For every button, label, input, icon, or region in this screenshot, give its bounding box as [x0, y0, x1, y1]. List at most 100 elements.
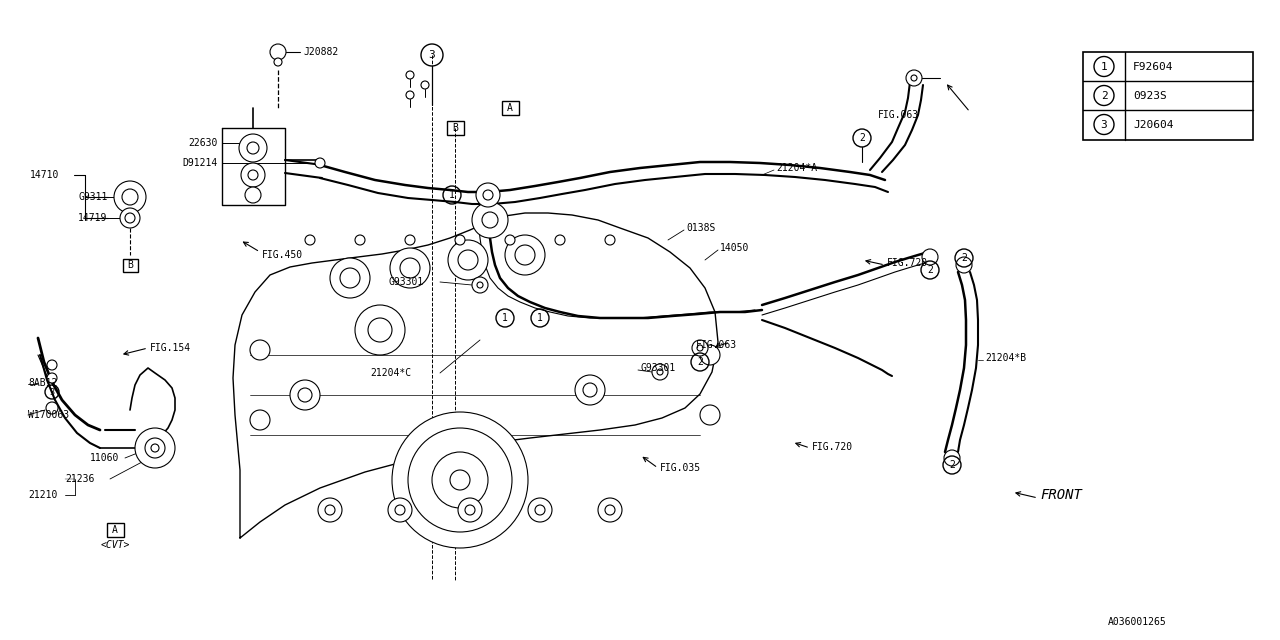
Circle shape — [433, 452, 488, 508]
Circle shape — [315, 158, 325, 168]
Circle shape — [698, 345, 703, 351]
Circle shape — [465, 505, 475, 515]
Text: 14710: 14710 — [29, 170, 59, 180]
Circle shape — [239, 134, 268, 162]
Text: A: A — [113, 525, 118, 535]
Text: 3: 3 — [429, 50, 435, 60]
Circle shape — [652, 364, 668, 380]
Circle shape — [700, 405, 721, 425]
Circle shape — [244, 187, 261, 203]
Text: 1: 1 — [538, 313, 543, 323]
Circle shape — [458, 250, 477, 270]
Text: 2: 2 — [1101, 90, 1107, 100]
Text: FRONT: FRONT — [1039, 488, 1082, 502]
Circle shape — [274, 58, 282, 66]
Bar — [1083, 52, 1253, 140]
Circle shape — [241, 163, 265, 187]
Text: FIG.063: FIG.063 — [696, 340, 737, 350]
Text: 21236: 21236 — [65, 474, 95, 484]
Text: FIG.450: FIG.450 — [262, 250, 303, 260]
Circle shape — [598, 498, 622, 522]
Circle shape — [401, 258, 420, 278]
Circle shape — [472, 277, 488, 293]
Circle shape — [47, 373, 58, 383]
Circle shape — [46, 402, 58, 414]
Circle shape — [483, 212, 498, 228]
Bar — [106, 523, 123, 537]
Bar — [447, 121, 463, 135]
Circle shape — [134, 428, 175, 468]
Text: A036001265: A036001265 — [1108, 617, 1167, 627]
Circle shape — [451, 470, 470, 490]
Circle shape — [406, 71, 413, 79]
Circle shape — [250, 410, 270, 430]
Circle shape — [922, 249, 938, 265]
Text: F92604: F92604 — [1133, 61, 1174, 72]
Circle shape — [657, 369, 663, 375]
Circle shape — [114, 181, 146, 213]
Circle shape — [906, 70, 922, 86]
Text: G93301: G93301 — [388, 277, 424, 287]
Text: G9311: G9311 — [78, 192, 108, 202]
Circle shape — [305, 235, 315, 245]
Circle shape — [535, 505, 545, 515]
Circle shape — [458, 498, 483, 522]
Circle shape — [472, 202, 508, 238]
Text: FIG.063: FIG.063 — [878, 110, 919, 120]
Circle shape — [582, 383, 596, 397]
Bar — [502, 101, 518, 115]
Circle shape — [317, 498, 342, 522]
Circle shape — [388, 498, 412, 522]
Circle shape — [291, 380, 320, 410]
Circle shape — [355, 305, 404, 355]
Text: W170063: W170063 — [28, 410, 69, 420]
Circle shape — [47, 360, 58, 370]
Text: 3: 3 — [50, 387, 55, 397]
Circle shape — [247, 142, 259, 154]
Circle shape — [515, 245, 535, 265]
Circle shape — [298, 388, 312, 402]
Bar — [123, 259, 137, 271]
Text: 0138S: 0138S — [686, 223, 716, 233]
Circle shape — [248, 170, 259, 180]
Circle shape — [529, 498, 552, 522]
Text: 2: 2 — [927, 265, 933, 275]
Circle shape — [396, 505, 404, 515]
Circle shape — [406, 91, 413, 99]
Text: J20882: J20882 — [303, 47, 338, 57]
Text: FIG.720: FIG.720 — [812, 442, 854, 452]
Circle shape — [122, 189, 138, 205]
Text: FIG.035: FIG.035 — [660, 463, 701, 473]
Circle shape — [330, 258, 370, 298]
Text: FIG.154: FIG.154 — [150, 343, 191, 353]
Text: J20604: J20604 — [1133, 120, 1174, 129]
Circle shape — [392, 412, 529, 548]
Text: 21204*A: 21204*A — [776, 163, 817, 173]
Text: 1: 1 — [1101, 61, 1107, 72]
Circle shape — [477, 282, 483, 288]
Text: 1: 1 — [502, 313, 508, 323]
Circle shape — [120, 208, 140, 228]
Text: 11060: 11060 — [90, 453, 119, 463]
Circle shape — [506, 235, 515, 245]
Circle shape — [945, 450, 960, 466]
Text: 14050: 14050 — [721, 243, 749, 253]
Text: 2: 2 — [961, 253, 966, 263]
Circle shape — [404, 235, 415, 245]
Circle shape — [605, 505, 614, 515]
Circle shape — [692, 340, 708, 356]
Text: G93301: G93301 — [640, 363, 676, 373]
Circle shape — [151, 444, 159, 452]
Text: A: A — [507, 103, 513, 113]
Text: B: B — [127, 260, 133, 270]
Circle shape — [408, 428, 512, 532]
Text: 0923S: 0923S — [1133, 90, 1167, 100]
Text: 22630: 22630 — [188, 138, 218, 148]
Text: 14719: 14719 — [78, 213, 108, 223]
Text: 21204*C: 21204*C — [370, 368, 411, 378]
Circle shape — [605, 235, 614, 245]
Text: 21210: 21210 — [28, 490, 58, 500]
Circle shape — [454, 235, 465, 245]
Circle shape — [700, 345, 721, 365]
Text: 1: 1 — [449, 190, 454, 200]
